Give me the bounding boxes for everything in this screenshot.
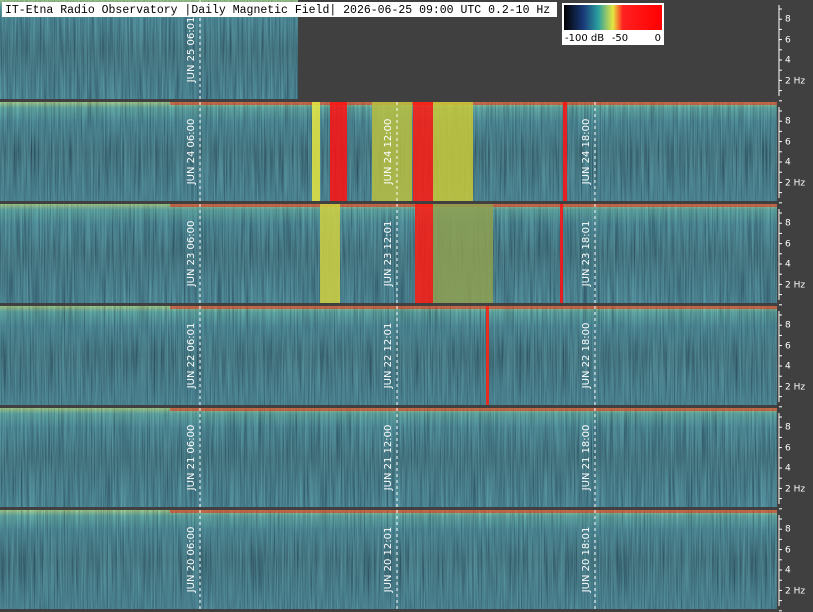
frequency-tick-label: 2 Hz [785, 587, 805, 597]
time-label: JUN 20 06:00 [186, 527, 197, 594]
burst [433, 102, 473, 201]
top-band [170, 408, 777, 411]
time-label: JUN 21 06:00 [186, 425, 197, 492]
spectrogram-noise [0, 510, 777, 609]
burst [560, 204, 563, 303]
top-band [170, 510, 777, 513]
frequency-tick-label: 4 [785, 158, 791, 168]
time-label: JUN 22 18:00 [581, 323, 592, 390]
frequency-tick-label: 2 Hz [785, 485, 805, 495]
panel: JUN 24 06:00 JUN 24 12:00 JUN 24 18:00 8 6 4 2… [0, 102, 805, 204]
frequency-tick-label: 2 Hz [785, 179, 805, 189]
title: IT-Etna Radio Observatory |Daily Magneti… [5, 4, 550, 17]
title-bg [2, 2, 557, 17]
time-label: JUN 24 06:00 [186, 119, 197, 186]
burst [415, 204, 433, 303]
frequency-tick-label: 6 [785, 240, 791, 250]
time-label: JUN 23 12:01 [383, 221, 394, 288]
panel: JUN 22 06:01 JUN 22 12:01 JUN 22 18:00 8 6 4 2… [0, 306, 805, 408]
spectrogram-noise [0, 408, 777, 507]
frequency-tick-label: 8 [785, 525, 791, 535]
frequency-tick-label: 2 Hz [785, 281, 805, 291]
burst [433, 204, 493, 303]
frequency-tick-label: 4 [785, 56, 791, 66]
panel: JUN 20 06:00 JUN 20 12:01 JUN 20 18:01 8 6 4 2… [0, 510, 805, 612]
frequency-tick-label: 8 [785, 423, 791, 433]
frequency-tick-label: 4 [785, 464, 791, 474]
burst [372, 102, 412, 201]
colorbar-label: -100 dB [565, 33, 604, 44]
panel: JUN 23 06:00 JUN 23 12:01 JUN 23 18:01 8 6 4 2… [0, 204, 805, 306]
frequency-tick-label: 8 [785, 15, 791, 25]
colorbar: -100 dB -50 0 [562, 3, 664, 45]
time-label: JUN 21 18:00 [581, 425, 592, 492]
burst [320, 204, 340, 303]
spectrogram-noise [0, 204, 777, 303]
burst [312, 102, 320, 201]
top-band [170, 306, 777, 309]
time-label: JUN 24 18:00 [581, 119, 592, 186]
time-label: JUN 20 12:01 [383, 527, 394, 594]
burst [330, 102, 347, 201]
frequency-tick-label: 8 [785, 219, 791, 229]
frequency-tick-label: 8 [785, 117, 791, 127]
burst [413, 102, 433, 201]
frequency-tick-label: 8 [785, 321, 791, 331]
frequency-tick-label: 6 [785, 444, 791, 454]
frequency-tick-label: 6 [785, 546, 791, 556]
time-label: JUN 23 18:01 [581, 221, 592, 288]
time-label: JUN 25 06:01 [186, 17, 197, 84]
colorbar-scale [564, 5, 662, 30]
burst [563, 102, 567, 201]
time-label: JUN 21 12:00 [383, 425, 394, 492]
frequency-tick-label: 6 [785, 138, 791, 148]
time-label: JUN 24 12:00 [383, 119, 394, 186]
panel: JUN 21 06:00 JUN 21 12:00 JUN 21 18:00 8 6 4 2… [0, 408, 805, 510]
time-label: JUN 23 06:00 [186, 221, 197, 288]
colorbar-label: 0 [655, 33, 661, 44]
burst [486, 306, 489, 405]
frequency-tick-label: 6 [785, 36, 791, 46]
time-label: JUN 20 18:01 [581, 527, 592, 594]
frequency-tick-label: 4 [785, 566, 791, 576]
top-band [170, 102, 777, 105]
time-label: JUN 22 06:01 [186, 323, 197, 390]
spectrogram-noise [0, 306, 777, 405]
title-box: IT-Etna Radio Observatory |Daily Magneti… [2, 2, 557, 17]
colorbar-label: -50 [612, 33, 628, 44]
frequency-tick-label: 6 [785, 342, 791, 352]
time-label: JUN 22 12:01 [383, 323, 394, 390]
frequency-tick-label: 2 Hz [785, 77, 805, 87]
frequency-tick-label: 4 [785, 260, 791, 270]
frequency-tick-label: 2 Hz [785, 383, 805, 393]
frequency-tick-label: 4 [785, 362, 791, 372]
